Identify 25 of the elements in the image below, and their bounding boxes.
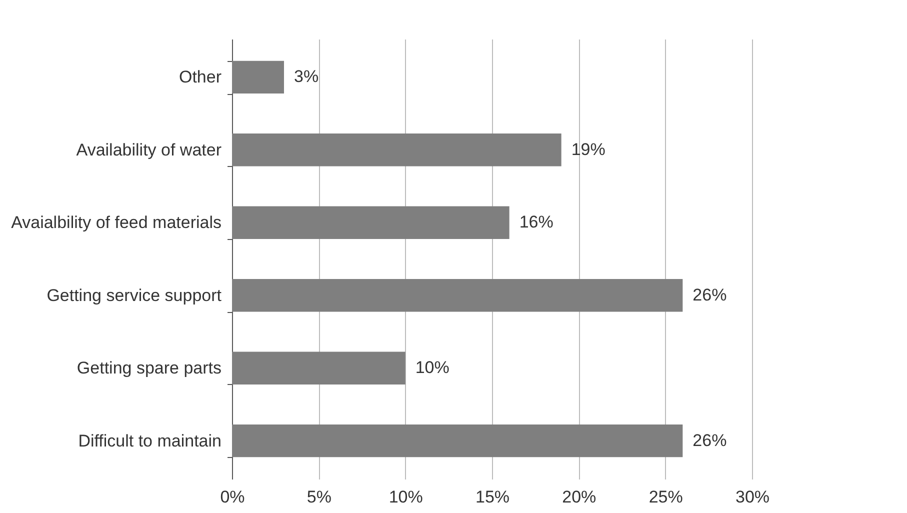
data-label: 3% — [294, 67, 319, 86]
data-label: 26% — [692, 285, 727, 304]
y-tick-label: Avaialbility of feed materials — [11, 213, 222, 232]
x-tick-label: 20% — [562, 488, 596, 506]
y-tick-label: Availability of water — [76, 140, 222, 160]
bar — [232, 352, 406, 384]
y-tick-label: Difficult to maintain — [78, 431, 222, 450]
bar — [232, 279, 683, 312]
x-tick-label: 15% — [475, 488, 510, 506]
data-label: 19% — [571, 140, 606, 159]
y-tick-label: Getting service support — [46, 286, 222, 305]
bar — [232, 134, 562, 166]
x-tick-label: 30% — [735, 488, 770, 506]
x-tick-label: 25% — [648, 488, 683, 506]
x-tick-label: 10% — [388, 488, 423, 506]
bar — [232, 424, 683, 458]
data-label: 10% — [415, 358, 450, 378]
data-label: 16% — [519, 212, 554, 232]
y-tick-label: Getting spare parts — [76, 358, 222, 378]
y-tick-label: Other — [178, 68, 222, 87]
bar — [232, 206, 510, 239]
x-tick-label: 0% — [220, 488, 245, 506]
bar — [232, 60, 284, 94]
x-tick-label: 5% — [306, 488, 332, 506]
data-label: 26% — [692, 430, 727, 450]
